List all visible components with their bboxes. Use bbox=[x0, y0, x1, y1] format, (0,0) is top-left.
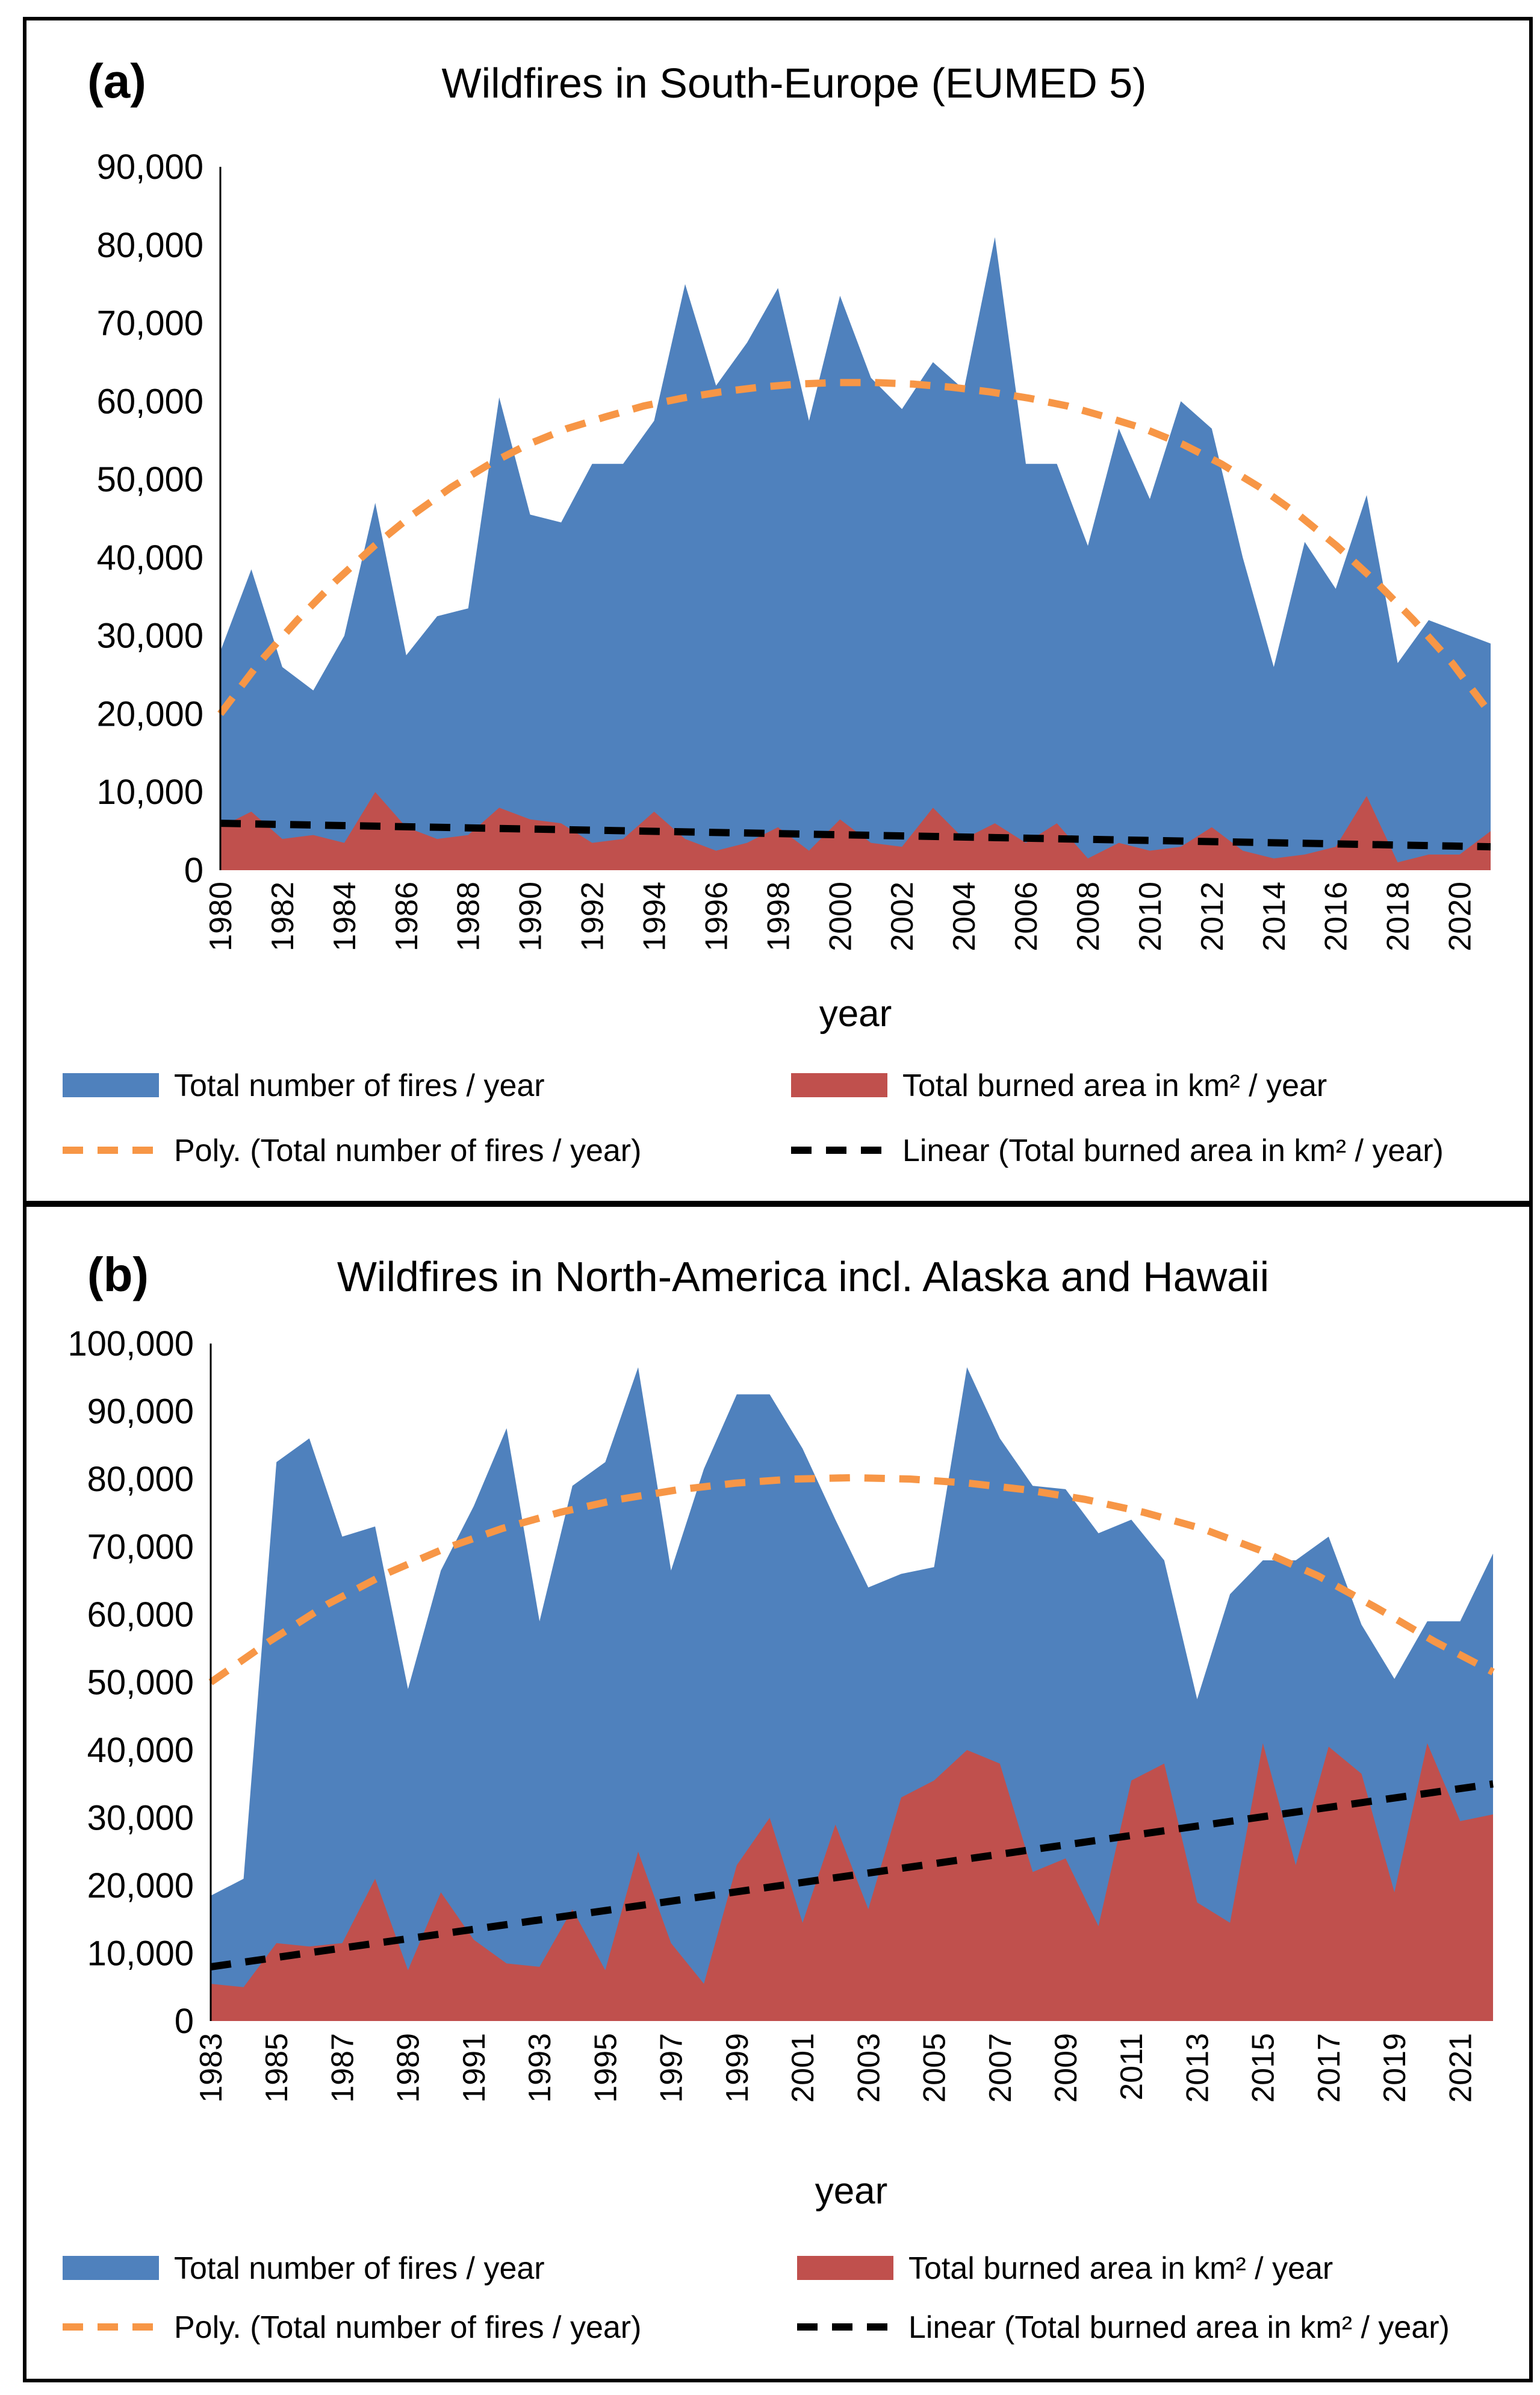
x-tick-label: 2009 bbox=[1049, 2033, 1084, 2103]
x-tick-label: 2020 bbox=[1443, 882, 1478, 951]
x-tick-label: 2001 bbox=[786, 2033, 821, 2103]
x-tick-label: 1983 bbox=[194, 2033, 229, 2103]
x-tick-label: 2004 bbox=[947, 882, 982, 951]
x-tick-label: 2005 bbox=[917, 2033, 952, 2103]
y-tick-label: 70,000 bbox=[87, 1528, 194, 1567]
x-tick-label: 2019 bbox=[1377, 2033, 1412, 2103]
burned-area-series bbox=[211, 1743, 1493, 2021]
y-tick-label: 0 bbox=[175, 2002, 194, 2041]
legend-linear-trend-label: Linear (Total burned area in km² / year) bbox=[902, 1133, 1444, 1168]
x-tick-label: 2007 bbox=[983, 2033, 1018, 2103]
panel-a-svg: (a) Wildfires in South-Europe (EUMED 5)01… bbox=[63, 54, 1494, 1168]
y-tick-label: 60,000 bbox=[97, 382, 203, 421]
y-tick-label: 70,000 bbox=[97, 304, 203, 343]
x-tick-label: 1984 bbox=[328, 882, 362, 951]
x-tick-label: 1997 bbox=[654, 2033, 689, 2103]
y-tick-label: 90,000 bbox=[97, 148, 203, 187]
y-tick-label: 0 bbox=[184, 851, 203, 890]
panel-b-chart: (b) Wildfires in North-America incl. Alas… bbox=[23, 1203, 1533, 2382]
legend-burned-area-swatch bbox=[791, 1073, 887, 1097]
x-tick-label: 2018 bbox=[1381, 882, 1416, 951]
y-tick-label: 80,000 bbox=[97, 226, 203, 265]
y-tick-label: 50,000 bbox=[87, 1663, 194, 1702]
legend-linear-trend-label: Linear (Total burned area in km² / year) bbox=[908, 2310, 1450, 2345]
x-tick-label: 1980 bbox=[203, 882, 238, 951]
y-tick-label: 50,000 bbox=[97, 460, 203, 499]
y-tick-label: 20,000 bbox=[97, 694, 203, 733]
x-tick-label: 1989 bbox=[391, 2033, 426, 2103]
x-tick-label: 2006 bbox=[1009, 882, 1044, 951]
x-tick-label: 2017 bbox=[1312, 2033, 1347, 2103]
x-tick-label: 2013 bbox=[1181, 2033, 1216, 2103]
y-tick-label: 60,000 bbox=[87, 1595, 194, 1634]
x-tick-label: 2011 bbox=[1114, 2033, 1149, 2101]
x-tick-label: 2003 bbox=[851, 2033, 886, 2103]
x-tick-label: 1993 bbox=[523, 2033, 557, 2103]
chart-title: Wildfires in South-Europe (EUMED 5) bbox=[442, 60, 1147, 107]
x-tick-label: 1999 bbox=[720, 2033, 755, 2103]
x-tick-label: 1991 bbox=[457, 2033, 492, 2103]
panel-label: (b) bbox=[87, 1248, 149, 1301]
legend-fires-label: Total number of fires / year bbox=[174, 2251, 545, 2286]
x-tick-label: 1988 bbox=[452, 882, 486, 951]
x-tick-label: 1995 bbox=[588, 2033, 623, 2103]
x-tick-label: 1994 bbox=[638, 882, 672, 951]
y-tick-label: 90,000 bbox=[87, 1392, 194, 1431]
x-tick-label: 2014 bbox=[1257, 882, 1292, 951]
x-tick-label: 2012 bbox=[1195, 882, 1230, 951]
x-tick-label: 1996 bbox=[699, 882, 734, 951]
x-tick-label: 1998 bbox=[761, 882, 796, 951]
legend-poly-trend-label: Poly. (Total number of fires / year) bbox=[174, 1133, 641, 1168]
legend-burned-area-label: Total burned area in km² / year bbox=[908, 2251, 1333, 2286]
x-tick-label: 1985 bbox=[259, 2033, 294, 2103]
x-tick-label: 2021 bbox=[1443, 2033, 1478, 2103]
legend-poly-trend-label: Poly. (Total number of fires / year) bbox=[174, 2310, 641, 2345]
y-tick-label: 30,000 bbox=[97, 617, 203, 656]
y-tick-label: 30,000 bbox=[87, 1799, 194, 1838]
y-tick-label: 80,000 bbox=[87, 1460, 194, 1499]
x-axis-label: year bbox=[815, 2170, 888, 2212]
y-tick-label: 10,000 bbox=[97, 773, 203, 812]
legend-fires-swatch bbox=[63, 2256, 159, 2280]
fires-area-series bbox=[220, 237, 1491, 870]
y-tick-label: 20,000 bbox=[87, 1866, 194, 1905]
x-tick-label: 1986 bbox=[390, 882, 424, 951]
x-axis-label: year bbox=[819, 993, 892, 1035]
legend-fires-label: Total number of fires / year bbox=[174, 1068, 545, 1103]
y-tick-label: 10,000 bbox=[87, 1934, 194, 1973]
x-tick-label: 1982 bbox=[265, 882, 300, 951]
legend-burned-area-label: Total burned area in km² / year bbox=[902, 1068, 1327, 1103]
x-tick-label: 2015 bbox=[1246, 2033, 1281, 2103]
x-tick-label: 2016 bbox=[1319, 882, 1354, 951]
y-tick-label: 40,000 bbox=[87, 1731, 194, 1770]
legend-burned-area-swatch bbox=[797, 2256, 893, 2280]
chart-title: Wildfires in North-America incl. Alaska … bbox=[337, 1253, 1269, 1300]
burned-area-series bbox=[220, 792, 1491, 870]
y-tick-label: 100,000 bbox=[67, 1324, 194, 1363]
x-tick-label: 2002 bbox=[885, 882, 920, 951]
poly-trendline bbox=[208, 1474, 1495, 1686]
y-tick-label: 40,000 bbox=[97, 538, 203, 578]
panel-label: (a) bbox=[87, 54, 146, 108]
x-tick-label: 1992 bbox=[576, 882, 610, 951]
poly-trendline bbox=[217, 379, 1494, 717]
linear-trendline bbox=[220, 820, 1491, 851]
panel-a-chart: (a) Wildfires in South-Europe (EUMED 5) 0 1… bbox=[23, 17, 1533, 1204]
legend-fires-swatch bbox=[63, 1073, 159, 1097]
panel-b-svg: (b) Wildfires in North-America incl. Alas… bbox=[63, 1248, 1495, 2345]
linear-trendline bbox=[210, 1780, 1494, 1970]
x-tick-label: 2000 bbox=[823, 882, 858, 951]
x-tick-label: 2008 bbox=[1071, 882, 1106, 951]
x-tick-label: 1987 bbox=[326, 2033, 361, 2103]
x-tick-label: 2010 bbox=[1133, 882, 1168, 951]
x-tick-label: 1990 bbox=[514, 882, 548, 951]
